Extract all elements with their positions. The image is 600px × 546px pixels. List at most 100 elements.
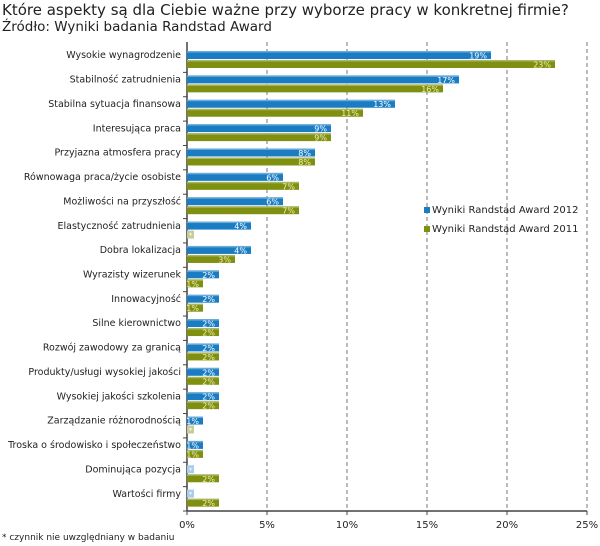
bar-highlight <box>187 303 203 306</box>
x-tick-label: 0% <box>179 520 195 531</box>
legend-swatch <box>424 226 430 232</box>
x-tick-label: 15% <box>416 520 438 531</box>
legend-label: Wyniki Randstad Award 2012 <box>432 205 578 216</box>
category-label: Elastyczność zatrudnienia <box>58 221 181 232</box>
bar-2011 <box>187 376 219 385</box>
data-label: 2% <box>202 499 215 508</box>
data-label: 2% <box>202 271 215 280</box>
bar-2011 <box>187 328 219 337</box>
bar-2011 <box>187 181 299 190</box>
bar-2012 <box>187 51 491 59</box>
category-label: Dobra lokalizacja <box>100 245 181 256</box>
data-label: 8% <box>298 158 311 167</box>
data-label: 2% <box>202 329 215 338</box>
category-label: Możliwości na przyszłość <box>63 196 181 207</box>
category-label: Wartości firmy <box>113 489 182 500</box>
data-label: 9% <box>314 125 327 134</box>
data-label: 13% <box>373 100 391 109</box>
bar-highlight <box>187 498 219 501</box>
data-label: * <box>189 232 193 240</box>
bar-highlight <box>187 254 235 257</box>
data-label: * <box>189 491 193 499</box>
data-label: 17% <box>437 76 455 85</box>
category-label: Dominująca pozycja <box>85 464 181 475</box>
bar-highlight <box>187 60 555 62</box>
x-tick-label: 20% <box>496 520 518 531</box>
bar-2012 <box>187 319 219 328</box>
category-label: Troska o środowisko i społeczeństwo <box>7 440 181 451</box>
bar-2012 <box>187 392 219 401</box>
bar-2012 <box>187 75 459 84</box>
bar-highlight <box>187 367 219 370</box>
data-label: 7% <box>282 182 295 191</box>
data-label: 2% <box>202 320 215 329</box>
data-label: 19% <box>469 52 487 61</box>
bar-highlight <box>187 51 491 53</box>
data-label: 16% <box>421 85 439 94</box>
bar-highlight <box>187 75 459 77</box>
chart-title: Które aspekty są dla Ciebie ważne przy w… <box>2 1 569 19</box>
category-label: Innowacyjność <box>111 294 181 305</box>
bar-highlight <box>187 197 283 199</box>
bar-highlight <box>187 108 363 111</box>
data-label: * <box>189 466 193 474</box>
bar-2012 <box>187 99 395 108</box>
bar-not-included <box>187 230 194 239</box>
bar-2012 <box>187 294 219 303</box>
data-label: 2% <box>202 393 215 402</box>
data-label: 2% <box>202 353 215 362</box>
data-label: 9% <box>314 134 327 143</box>
data-label: 1% <box>186 304 199 313</box>
data-label: * <box>189 427 193 435</box>
bar-highlight <box>187 181 299 184</box>
data-label: 1% <box>186 417 199 426</box>
bar-2012 <box>187 148 315 157</box>
footnote: * czynnik nie uwzględniany w badaniu <box>2 533 175 543</box>
bar-2011 <box>187 303 203 312</box>
bar-2012 <box>187 440 203 449</box>
bar-2012 <box>187 172 283 181</box>
data-label: 3% <box>218 255 231 264</box>
data-label: 23% <box>533 61 551 70</box>
category-label: Zarządzanie różnorodnością <box>47 416 181 427</box>
data-label: 1% <box>186 441 199 450</box>
data-label: 2% <box>202 295 215 304</box>
data-label: 6% <box>266 198 279 207</box>
bar-highlight <box>187 328 219 330</box>
bar-highlight <box>187 474 219 476</box>
bar-highlight <box>187 401 219 403</box>
bar-highlight <box>187 270 219 272</box>
bar-highlight <box>187 172 283 175</box>
bar-not-included <box>187 425 194 434</box>
category-label: Stabilność zatrudnienia <box>70 75 181 86</box>
data-label: 2% <box>202 402 215 411</box>
bar-highlight <box>187 294 219 297</box>
category-label: Interesująca praca <box>93 123 181 134</box>
category-label: Wysokie wynagrodzenie <box>66 50 181 61</box>
x-tick-label: 10% <box>336 520 358 531</box>
bar-highlight <box>187 416 203 419</box>
legend-swatch <box>424 207 430 213</box>
bar-2012 <box>187 367 219 376</box>
data-label: 1% <box>186 450 199 459</box>
bar-2011 <box>187 60 555 68</box>
data-label: 2% <box>202 368 215 377</box>
bar-highlight <box>187 133 331 135</box>
bar-2011 <box>187 133 331 142</box>
bar-2011 <box>187 157 315 166</box>
bar-highlight <box>187 440 203 443</box>
category-label: Produkty/usługi wysokiej jakości <box>28 367 181 378</box>
legend-label: Wyniki Randstad Award 2011 <box>432 224 578 235</box>
bar-2011 <box>187 254 235 263</box>
bar-highlight <box>187 352 219 354</box>
data-label: 4% <box>234 222 247 231</box>
bar-highlight <box>187 343 219 345</box>
data-label: 4% <box>234 246 247 255</box>
bar-highlight <box>187 157 315 159</box>
bar-highlight <box>187 99 395 102</box>
bar-2011 <box>187 498 219 507</box>
bar-2011 <box>187 401 219 410</box>
bar-highlight <box>187 319 219 321</box>
bar-2011 <box>187 206 299 215</box>
bar-highlight <box>187 376 219 379</box>
